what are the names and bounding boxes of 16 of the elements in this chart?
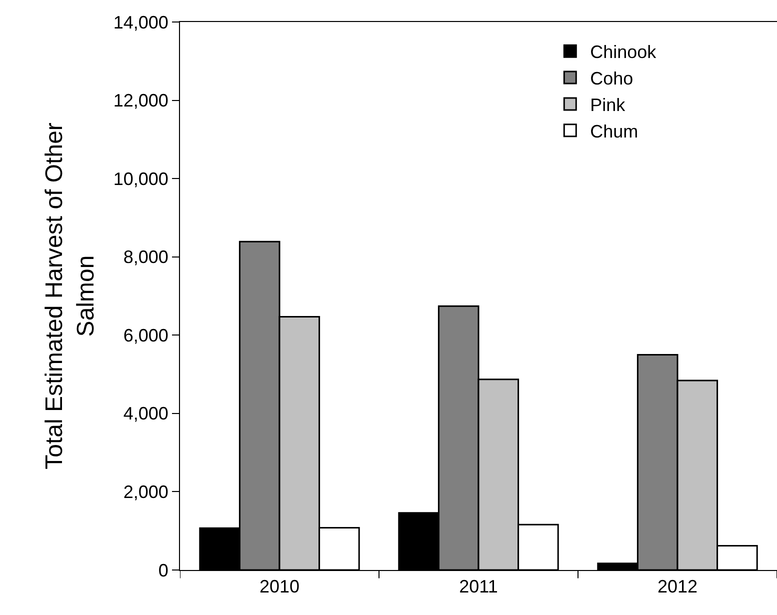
y-tick-label: 4,000 <box>123 404 168 424</box>
y-tick-label: 12,000 <box>113 90 168 111</box>
y-tick-label: 6,000 <box>123 325 168 346</box>
x-tick-label: 2012 <box>657 576 698 597</box>
legend-label: Chum <box>590 121 638 142</box>
x-tick-label: 2010 <box>259 576 300 597</box>
y-tick-label: 0 <box>158 560 168 580</box>
y-axis-title: Total Estimated Harvest of Other Salmon <box>41 122 100 470</box>
legend-label: Chinook <box>590 42 658 62</box>
legend-label: Pink <box>590 94 626 115</box>
legend-label: Coho <box>590 68 634 89</box>
x-tick-label: 2011 <box>459 576 498 597</box>
y-tick-label: 2,000 <box>123 482 168 502</box>
y-tick-label: 8,000 <box>123 247 168 268</box>
y-tick-label: 14,000 <box>113 12 168 32</box>
y-tick-label: 10,000 <box>113 168 168 189</box>
